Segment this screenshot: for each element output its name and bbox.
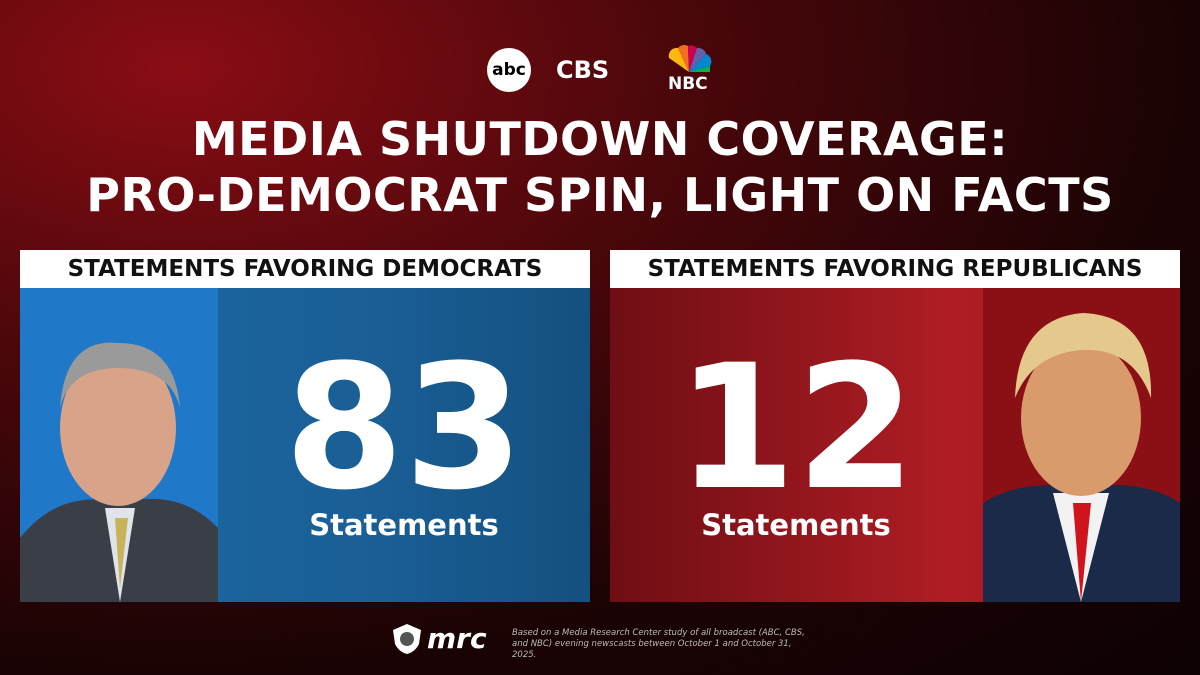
portrait <box>983 288 1180 602</box>
portrait <box>20 288 218 602</box>
panel-header: STATEMENTS FAVORING DEMOCRATS <box>20 250 590 288</box>
cbs-logo: CBS <box>556 56 610 84</box>
stat-unit: Statements <box>309 508 499 542</box>
title-line: MEDIA SHUTDOWN COVERAGE: <box>191 112 1009 166</box>
nbc-logo: NBC <box>668 74 708 94</box>
stat-unit: Statements <box>701 508 891 542</box>
stat-number: 83 <box>284 327 524 528</box>
footer-brand: mrc <box>427 622 487 655</box>
mrc-icon <box>393 624 421 654</box>
panel-header: STATEMENTS FAVORING REPUBLICANS <box>610 250 1180 288</box>
stat-number: 12 <box>676 327 916 528</box>
abc-logo: abc <box>487 48 531 92</box>
nbc-peacock <box>668 45 712 72</box>
title-line: PRO-DEMOCRAT SPIN, LIGHT ON FACTS <box>86 168 1114 222</box>
footer-note: Based on a Media Research Center study o… <box>512 628 805 660</box>
